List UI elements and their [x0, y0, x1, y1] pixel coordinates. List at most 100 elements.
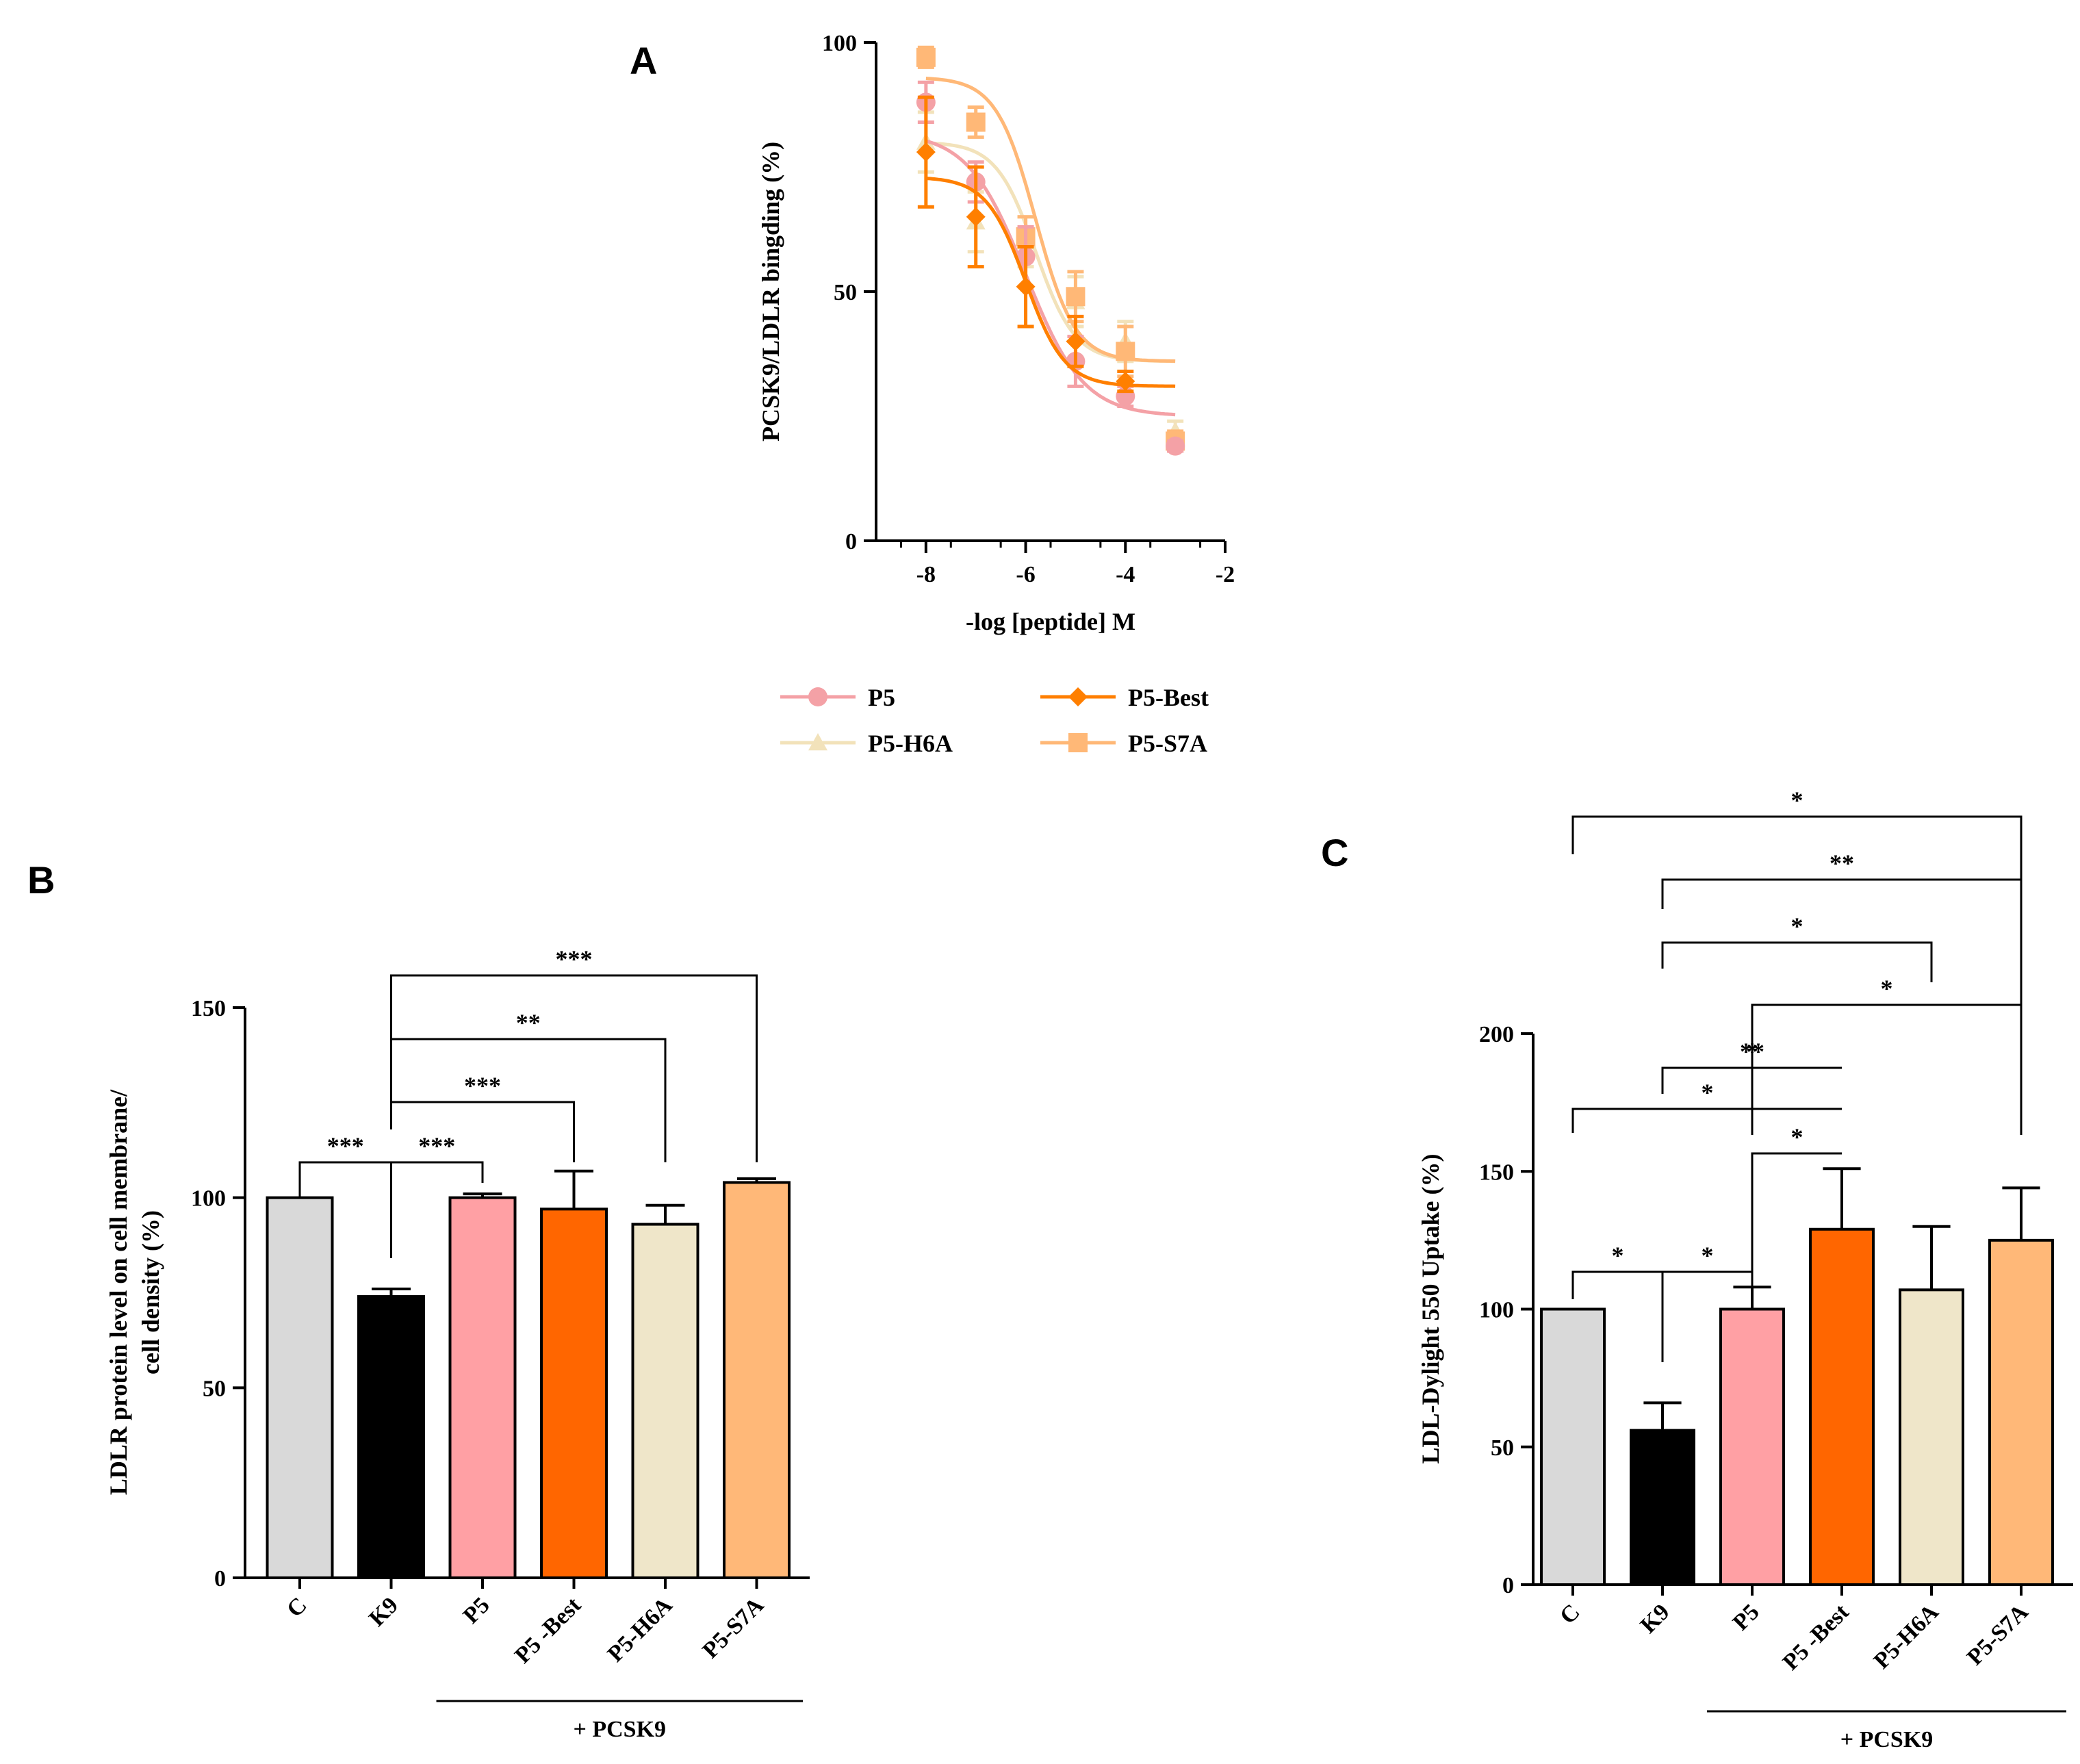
bar [266, 1196, 334, 1579]
significance-label: *** [464, 1072, 501, 1099]
y-tick-label: 50 [834, 280, 857, 305]
x-tick-label: K9 [1636, 1599, 1675, 1638]
significance-bracket [298, 1161, 392, 1258]
legend-marker [808, 733, 827, 751]
bar [723, 1181, 791, 1580]
significance-label: * [1791, 912, 1803, 940]
y-tick-label: 0 [1502, 1573, 1514, 1598]
data-point [1166, 436, 1185, 456]
significance-bracket [1661, 941, 1933, 982]
legend-label: P5-Best [1128, 684, 1209, 711]
y-tick-label: 100 [822, 31, 857, 56]
bar [1540, 1307, 1606, 1586]
x-tick-label: P5 [459, 1592, 495, 1628]
bar [1988, 1238, 2054, 1586]
significance-label: * [1791, 787, 1803, 814]
significance-label: ** [1829, 849, 1854, 877]
y-tick-label: 0 [845, 529, 857, 554]
significance-label: ** [516, 1009, 541, 1036]
legend-label: P5-S7A [1128, 730, 1207, 757]
x-tick-label: -8 [916, 562, 936, 587]
x-tick-label: -6 [1016, 562, 1035, 587]
x-tick-label: -4 [1116, 562, 1135, 587]
y-tick-label: 50 [1491, 1435, 1514, 1461]
legend: P5 P5-Best P5-H6A P5-S7A [780, 684, 1209, 757]
significance-label: * [1791, 1123, 1803, 1151]
data-point [1066, 331, 1086, 351]
significance-label: * [1612, 1242, 1624, 1269]
significance-label: * [1702, 1242, 1714, 1269]
significance-bracket [1571, 815, 2023, 1066]
legend-label: P5-H6A [868, 730, 953, 757]
x-tick-label: P5-S7A [1962, 1599, 2033, 1670]
x-axis-label: -log [peptide] M [966, 608, 1135, 635]
panel-label-a: A [630, 39, 657, 82]
x-tick-label: P5 [1728, 1599, 1764, 1635]
legend-label: P5 [868, 684, 895, 711]
y-tick-label: 50 [203, 1376, 226, 1401]
y-tick-label: 150 [191, 996, 226, 1021]
significance-label: * [1881, 975, 1893, 1002]
x-tick-label: P5 -Best [1778, 1599, 1854, 1675]
x-tick-label: P5-H6A [603, 1592, 678, 1667]
y-tick-label: 0 [214, 1566, 226, 1592]
ldl-uptake-bar-chart: 0 50 100 150 200 C K9 P5 P5 -Best P5-H6A P5-S7A + P… [1417, 787, 2073, 1752]
x-tick-label: P5 -Best [510, 1592, 586, 1668]
significance-label: *** [418, 1132, 455, 1160]
significance-bracket [390, 974, 758, 1162]
series-p5-s7a [916, 45, 1185, 453]
x-tick-label: C [282, 1592, 312, 1622]
significance-bracket [1661, 1066, 1842, 1094]
bar [357, 1295, 425, 1579]
bar [1809, 1227, 1875, 1586]
fit-curve [925, 77, 1176, 363]
bar [1630, 1429, 1695, 1587]
y-axis-label-line-2: cell density (%) [137, 1210, 164, 1375]
significance-label: * [1702, 1079, 1714, 1106]
x-tick-label: C [1555, 1599, 1585, 1629]
bar [1719, 1307, 1785, 1586]
panel-label-c: C [1321, 831, 1348, 874]
x-tick-label: -2 [1216, 562, 1235, 587]
significance-bracket [1661, 878, 2023, 1099]
bar [1899, 1288, 1964, 1586]
x-tick-label: K9 [364, 1592, 403, 1631]
data-point [966, 112, 986, 132]
legend-marker [1068, 733, 1088, 752]
data-point [1066, 287, 1086, 307]
ldlr-membrane-bar-chart: 0 50 100 150 C K9 P5 P5 -Best P5-H6A P5-S7A + PCSK… [105, 945, 810, 1742]
bar [540, 1207, 608, 1579]
x-tick-label: P5-H6A [1869, 1599, 1944, 1674]
data-point [1116, 372, 1135, 392]
data-point [916, 142, 936, 162]
y-axis-label-line-1: LDLR protein level on cell membrane/ [105, 1089, 132, 1495]
bar [631, 1223, 699, 1580]
y-tick-label: 100 [191, 1186, 226, 1212]
significance-label: *** [556, 945, 593, 973]
y-axis-label: LDL-Dylight 550 Uptake (%) [1417, 1153, 1444, 1463]
y-axis-label: PCSK9/LDLR bingding (%) [757, 142, 784, 442]
x-tick-label: P5-S7A [698, 1592, 769, 1663]
panel-label-b: B [27, 858, 55, 902]
significance-label: *** [327, 1132, 364, 1160]
y-tick-label: 150 [1479, 1160, 1514, 1185]
significance-bracket [390, 1161, 484, 1190]
series-p5-best [916, 95, 1176, 394]
bar [448, 1196, 517, 1579]
significance-bracket [1751, 1004, 2023, 1135]
group-label: + PCSK9 [573, 1717, 666, 1742]
legend-marker [808, 687, 827, 706]
legend-marker [1068, 687, 1088, 706]
data-point [966, 207, 986, 227]
data-point [1116, 342, 1135, 361]
significance-bracket [1751, 1152, 1842, 1306]
series-p5-h6a [916, 110, 1185, 443]
fit-curve [925, 177, 1176, 388]
group-label: + PCSK9 [1840, 1727, 1934, 1752]
y-tick-label: 100 [1479, 1298, 1514, 1323]
data-point [916, 47, 936, 67]
fit-curve [925, 139, 1176, 417]
dose-response-chart: 0 50 100 -8 -6 -4 -2 -log [peptide] M PCSK9/LDLR… [757, 31, 1235, 757]
y-tick-label: 200 [1479, 1022, 1514, 1047]
